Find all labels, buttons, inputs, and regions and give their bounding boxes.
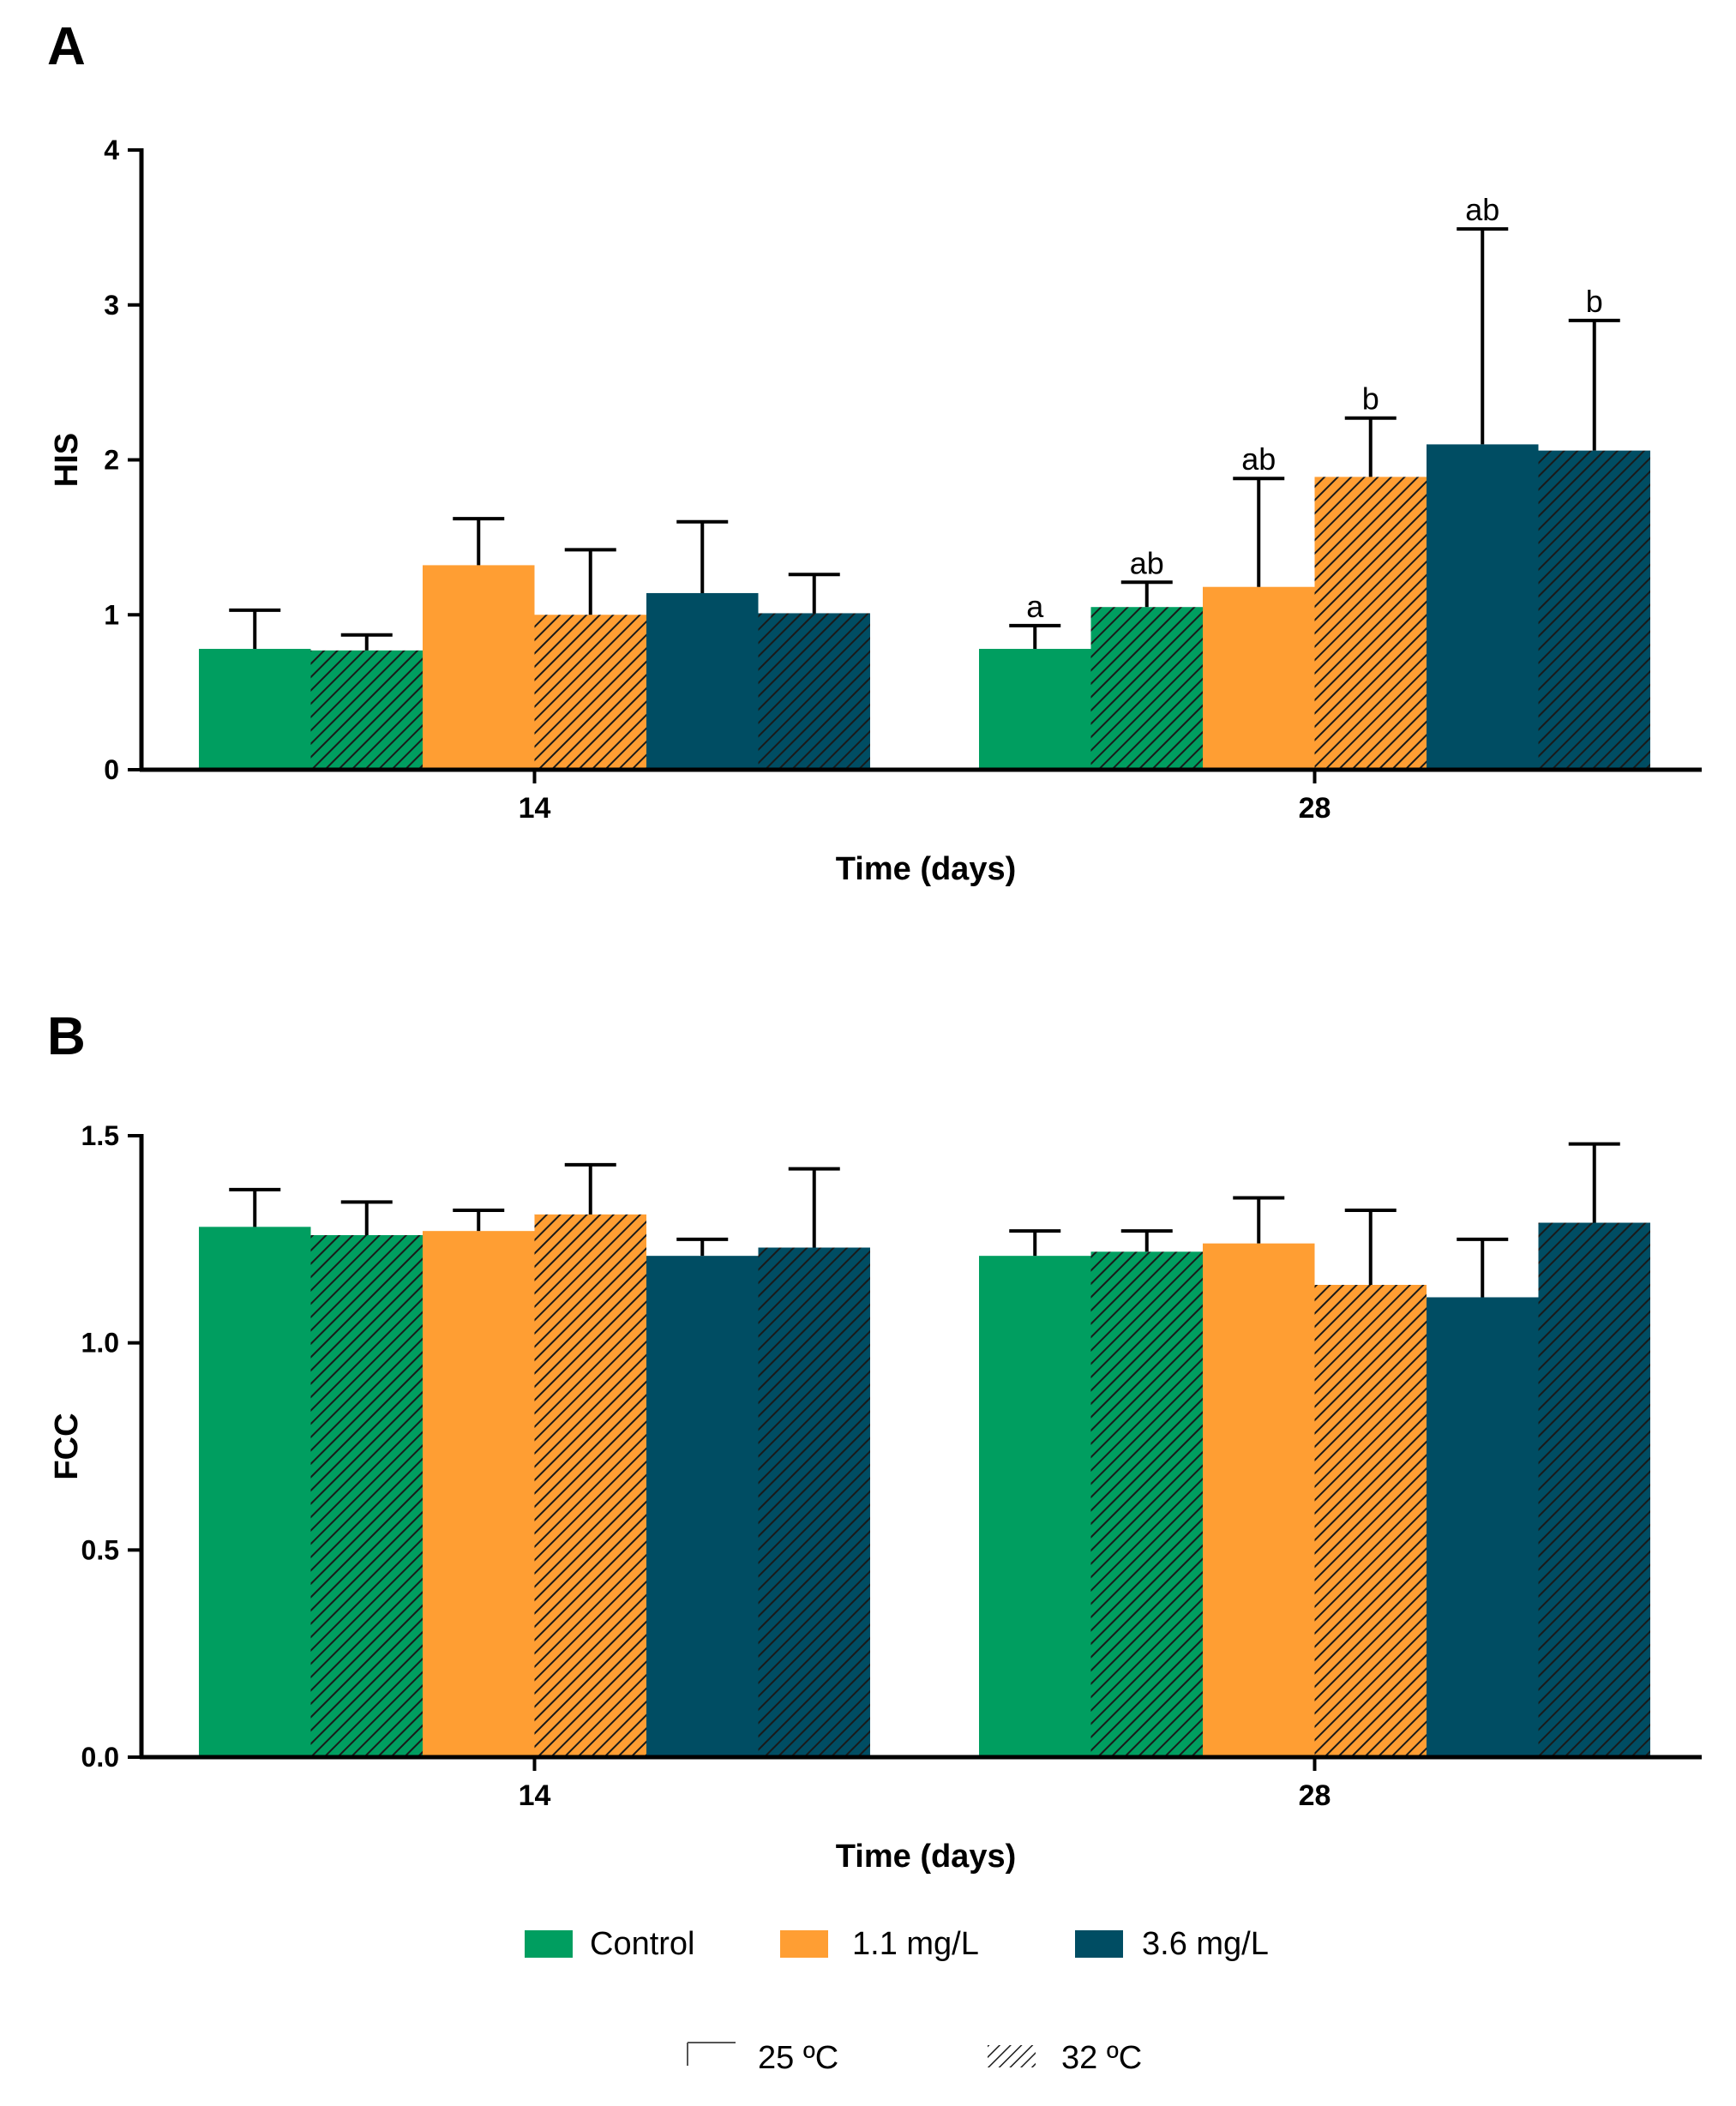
panel-a-x-axis-title: Time (days) (836, 851, 1016, 887)
legend-label-3-6-mg: 3.6 mg/L (1142, 1926, 1269, 1962)
panel-a-error-bars (229, 227, 1620, 651)
panel-b-3-6-mg-l-32-c-day14-bar (758, 1247, 870, 1757)
legend-label-32c: 32 ºC (1061, 2040, 1142, 2076)
panel-b-control-25-c-day28-bar (979, 1256, 1091, 1757)
panel-a-x-tick-label-14: 14 (519, 792, 551, 825)
panel-a-1-1-mg-l-25-c-day28-bar (1203, 586, 1315, 770)
panel-b-control-32-c-day14-bar (310, 1235, 423, 1757)
panel-a-control-25-c-day14-bar (199, 649, 311, 770)
panel-a-y-tick-label-1: 1 (104, 599, 119, 630)
panel-b-1-1-mg-l-32-c-day14-bar (534, 1214, 646, 1757)
panel-a-control-25-c-day28-bar (979, 649, 1091, 770)
panel-a-3-6-mg-l-32-c-day14-bar (758, 613, 870, 770)
panel-a-1-1-mg-l-32-c-day14-bar (534, 615, 646, 770)
panel-b-control-32-c-day28-bar (1090, 1251, 1203, 1757)
panel-a-label: A (47, 17, 86, 76)
panel-a-significance-letters: a ab ab b ab b (1026, 192, 1603, 624)
panel-b-x-tick-label-28: 28 (1299, 1779, 1331, 1812)
panel-a-3-6-mg-l-25-c-day28-significance-letter: ab (1465, 192, 1499, 227)
panel-b-axes: 0.0 0.5 1.0 1.5 14 28 Time (days) FCC (49, 1120, 1702, 1875)
panel-b-y-tick-label-0-0: 0.0 (81, 1742, 119, 1773)
panel-a-3-6-mg-l-32-c-day28-significance-letter: b (1586, 284, 1603, 319)
panel-b-y-tick-label-1-0: 1.0 (81, 1328, 119, 1359)
panel-b-y-axis-title: FCC (49, 1413, 85, 1479)
panel-a-y-axis-title: HIS (49, 433, 85, 487)
panel-b-bars (199, 1214, 1650, 1757)
panel-a-1-1-mg-l-32-c-day28-bar (1314, 477, 1427, 770)
panel-b-x-axis-title: Time (days) (836, 1839, 1016, 1875)
panel-a-y-tick-label-2: 2 (104, 445, 119, 476)
legend-swatch-25c (687, 2042, 736, 2066)
panel-a-1-1-mg-l-25-c-day14-bar (423, 565, 535, 770)
panel-a-y-tick-label-4: 4 (104, 135, 119, 165)
legend-swatch-control (525, 1930, 573, 1958)
legend-label-control: Control (590, 1926, 695, 1962)
legend: Control 1.1 mg/L 3.6 mg/L 25 ºC 32 ºC (525, 1926, 1269, 2076)
panel-a-3-6-mg-l-25-c-day14-bar (646, 592, 759, 770)
panel-a-3-6-mg-l-32-c-day28-bar (1538, 450, 1650, 770)
panel-a-y-tick-label-0: 0 (104, 754, 119, 785)
panel-b-control-25-c-day14-bar (199, 1227, 311, 1757)
panel-a-axes: 0 1 2 3 4 14 28 Time (days) HIS (49, 135, 1702, 887)
panel-a-bars (199, 444, 1650, 770)
panel-b-y-tick-label-0-5: 0.5 (81, 1534, 119, 1565)
panel-a-chart: a ab ab b ab b 0 1 2 3 4 14 28 Time (days) HIS (49, 135, 1702, 887)
panel-b-3-6-mg-l-25-c-day14-bar (646, 1256, 759, 1757)
panel-b-error-bars (229, 1142, 1620, 1298)
legend-swatch-3-6-mg (1075, 1930, 1123, 1958)
panel-b-1-1-mg-l-32-c-day28-bar (1314, 1285, 1427, 1757)
panel-a-control-32-c-day14-bar (310, 650, 423, 770)
panel-a-control-32-c-day28-bar (1090, 607, 1203, 770)
panel-b-chart: 0.0 0.5 1.0 1.5 14 28 Time (days) FCC (49, 1120, 1702, 1875)
legend-label-25c: 25 ºC (758, 2040, 838, 2076)
panel-b-3-6-mg-l-25-c-day28-bar (1427, 1297, 1539, 1757)
panel-b-y-tick-label-1-5: 1.5 (81, 1120, 119, 1151)
panel-a-y-tick-label-3: 3 (104, 290, 119, 321)
panel-b-label: B (47, 1007, 86, 1066)
panel-a-3-6-mg-l-25-c-day28-bar (1427, 444, 1539, 770)
panel-b-1-1-mg-l-25-c-day28-bar (1203, 1243, 1315, 1757)
panel-b-3-6-mg-l-32-c-day28-bar (1538, 1222, 1650, 1757)
panel-a-control-32-c-day28-significance-letter: ab (1130, 545, 1164, 580)
legend-swatch-32c (988, 2045, 1036, 2067)
panel-a-control-25-c-day28-significance-letter: a (1026, 589, 1044, 624)
panel-a-1-1-mg-l-25-c-day28-significance-letter: ab (1241, 441, 1276, 477)
panel-a-x-tick-label-28: 28 (1299, 792, 1331, 825)
panel-b-x-tick-label-14: 14 (519, 1779, 551, 1812)
legend-swatch-1-1-mg (780, 1930, 828, 1958)
panel-b-1-1-mg-l-25-c-day14-bar (423, 1231, 535, 1757)
legend-label-1-1-mg: 1.1 mg/L (852, 1926, 979, 1962)
panel-a-1-1-mg-l-32-c-day28-significance-letter: b (1362, 381, 1379, 417)
